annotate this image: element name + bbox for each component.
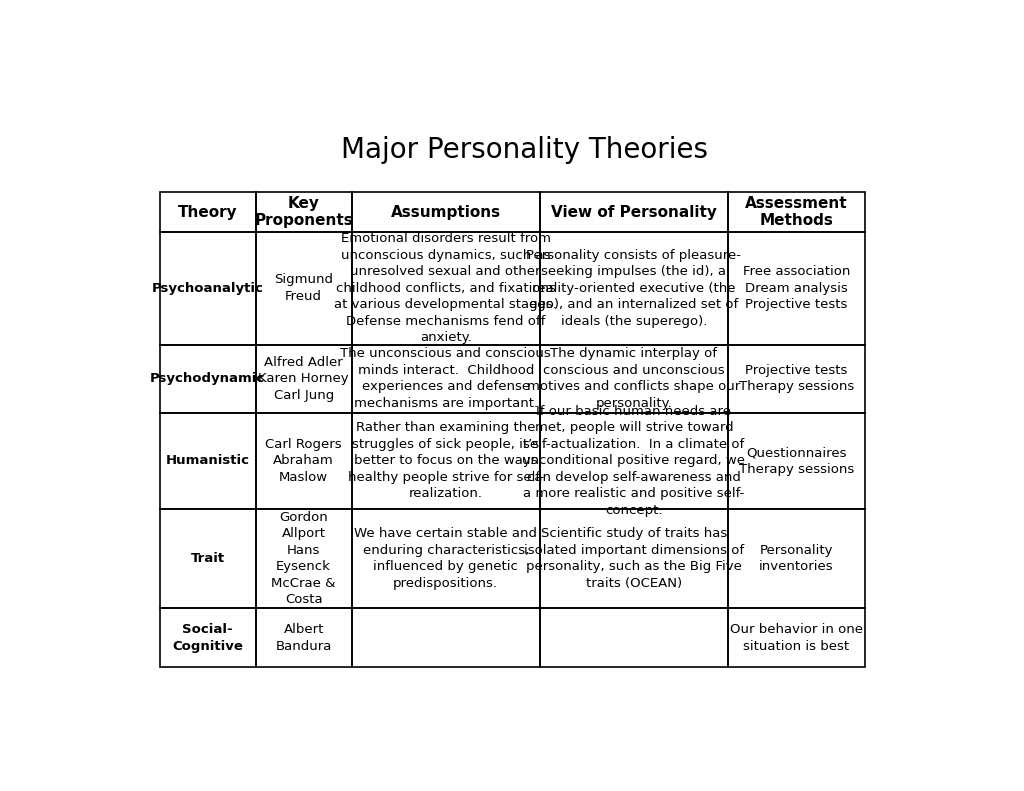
Bar	[160, 608, 256, 668]
Bar	[540, 232, 728, 345]
Text: Scientific study of traits has
isolated important dimensions of
personality, suc: Scientific study of traits has isolated …	[524, 528, 744, 590]
Text: If our basic human needs are
met, people will strive toward
self-actualization. : If our basic human needs are met, people…	[522, 405, 745, 517]
Bar	[256, 608, 351, 668]
Text: Theory: Theory	[178, 205, 238, 220]
Bar	[728, 509, 864, 608]
Text: Rather than examining the
struggles of sick people, it’s
better to focus on the : Rather than examining the struggles of s…	[348, 422, 544, 500]
Text: Questionnaires
Therapy sessions: Questionnaires Therapy sessions	[738, 446, 854, 475]
Text: Personality
inventories: Personality inventories	[759, 544, 834, 573]
Bar	[351, 413, 540, 509]
Bar	[728, 608, 864, 668]
Text: Our behavior in one
situation is best: Our behavior in one situation is best	[730, 623, 863, 653]
Text: We have certain stable and
enduring characteristics,
influenced by genetic
predi: We have certain stable and enduring char…	[354, 528, 538, 590]
Text: Humanistic: Humanistic	[166, 454, 250, 467]
Bar	[540, 509, 728, 608]
Text: Psychodynamic: Psychodynamic	[151, 372, 265, 385]
Text: Trait: Trait	[190, 552, 225, 565]
Bar	[160, 413, 256, 509]
Text: Alfred Adler
Karen Horney
Carl Jung: Alfred Adler Karen Horney Carl Jung	[258, 356, 349, 402]
Text: Carl Rogers
Abraham
Maslow: Carl Rogers Abraham Maslow	[265, 437, 342, 484]
Bar	[256, 232, 351, 345]
Bar	[540, 608, 728, 668]
Bar	[256, 413, 351, 509]
Text: Psychoanalytic: Psychoanalytic	[152, 282, 263, 295]
Text: Albert
Bandura: Albert Bandura	[275, 623, 332, 653]
Bar	[160, 192, 256, 232]
Text: Social-
Cognitive: Social- Cognitive	[172, 623, 243, 653]
Bar	[351, 509, 540, 608]
Text: Key
Proponents: Key Proponents	[254, 196, 353, 229]
Bar	[160, 345, 256, 413]
Bar	[256, 345, 351, 413]
Bar	[540, 345, 728, 413]
Bar	[540, 413, 728, 509]
Bar	[256, 509, 351, 608]
Text: Emotional disorders result from
unconscious dynamics, such as
unresolved sexual : Emotional disorders result from unconsci…	[334, 233, 557, 344]
Bar	[160, 509, 256, 608]
Text: Personality consists of pleasure-
seeking impulses (the id), a
reality-oriented : Personality consists of pleasure- seekin…	[526, 248, 741, 327]
Text: View of Personality: View of Personality	[551, 205, 717, 220]
Text: Gordon
Allport
Hans
Eysenck
McCrae &
Costa: Gordon Allport Hans Eysenck McCrae & Cos…	[271, 511, 336, 607]
Text: The dynamic interplay of
conscious and unconscious
motives and conflicts shape o: The dynamic interplay of conscious and u…	[527, 347, 740, 410]
Text: Assumptions: Assumptions	[391, 205, 501, 220]
Bar	[540, 192, 728, 232]
Bar	[351, 232, 540, 345]
Bar	[256, 192, 351, 232]
Text: Projective tests
Therapy sessions: Projective tests Therapy sessions	[738, 364, 854, 393]
Bar	[728, 345, 864, 413]
Bar	[728, 192, 864, 232]
Text: Sigmund
Freud: Sigmund Freud	[274, 274, 333, 303]
Bar	[160, 232, 256, 345]
Text: Assessment
Methods: Assessment Methods	[745, 196, 848, 229]
Bar	[351, 345, 540, 413]
Text: Free association
Dream analysis
Projective tests: Free association Dream analysis Projecti…	[742, 265, 850, 311]
Bar	[351, 608, 540, 668]
Bar	[351, 192, 540, 232]
Bar	[728, 413, 864, 509]
Bar	[728, 232, 864, 345]
Text: Major Personality Theories: Major Personality Theories	[341, 136, 709, 164]
Text: The unconscious and conscious
minds interact.  Childhood
experiences and defense: The unconscious and conscious minds inte…	[340, 347, 551, 410]
